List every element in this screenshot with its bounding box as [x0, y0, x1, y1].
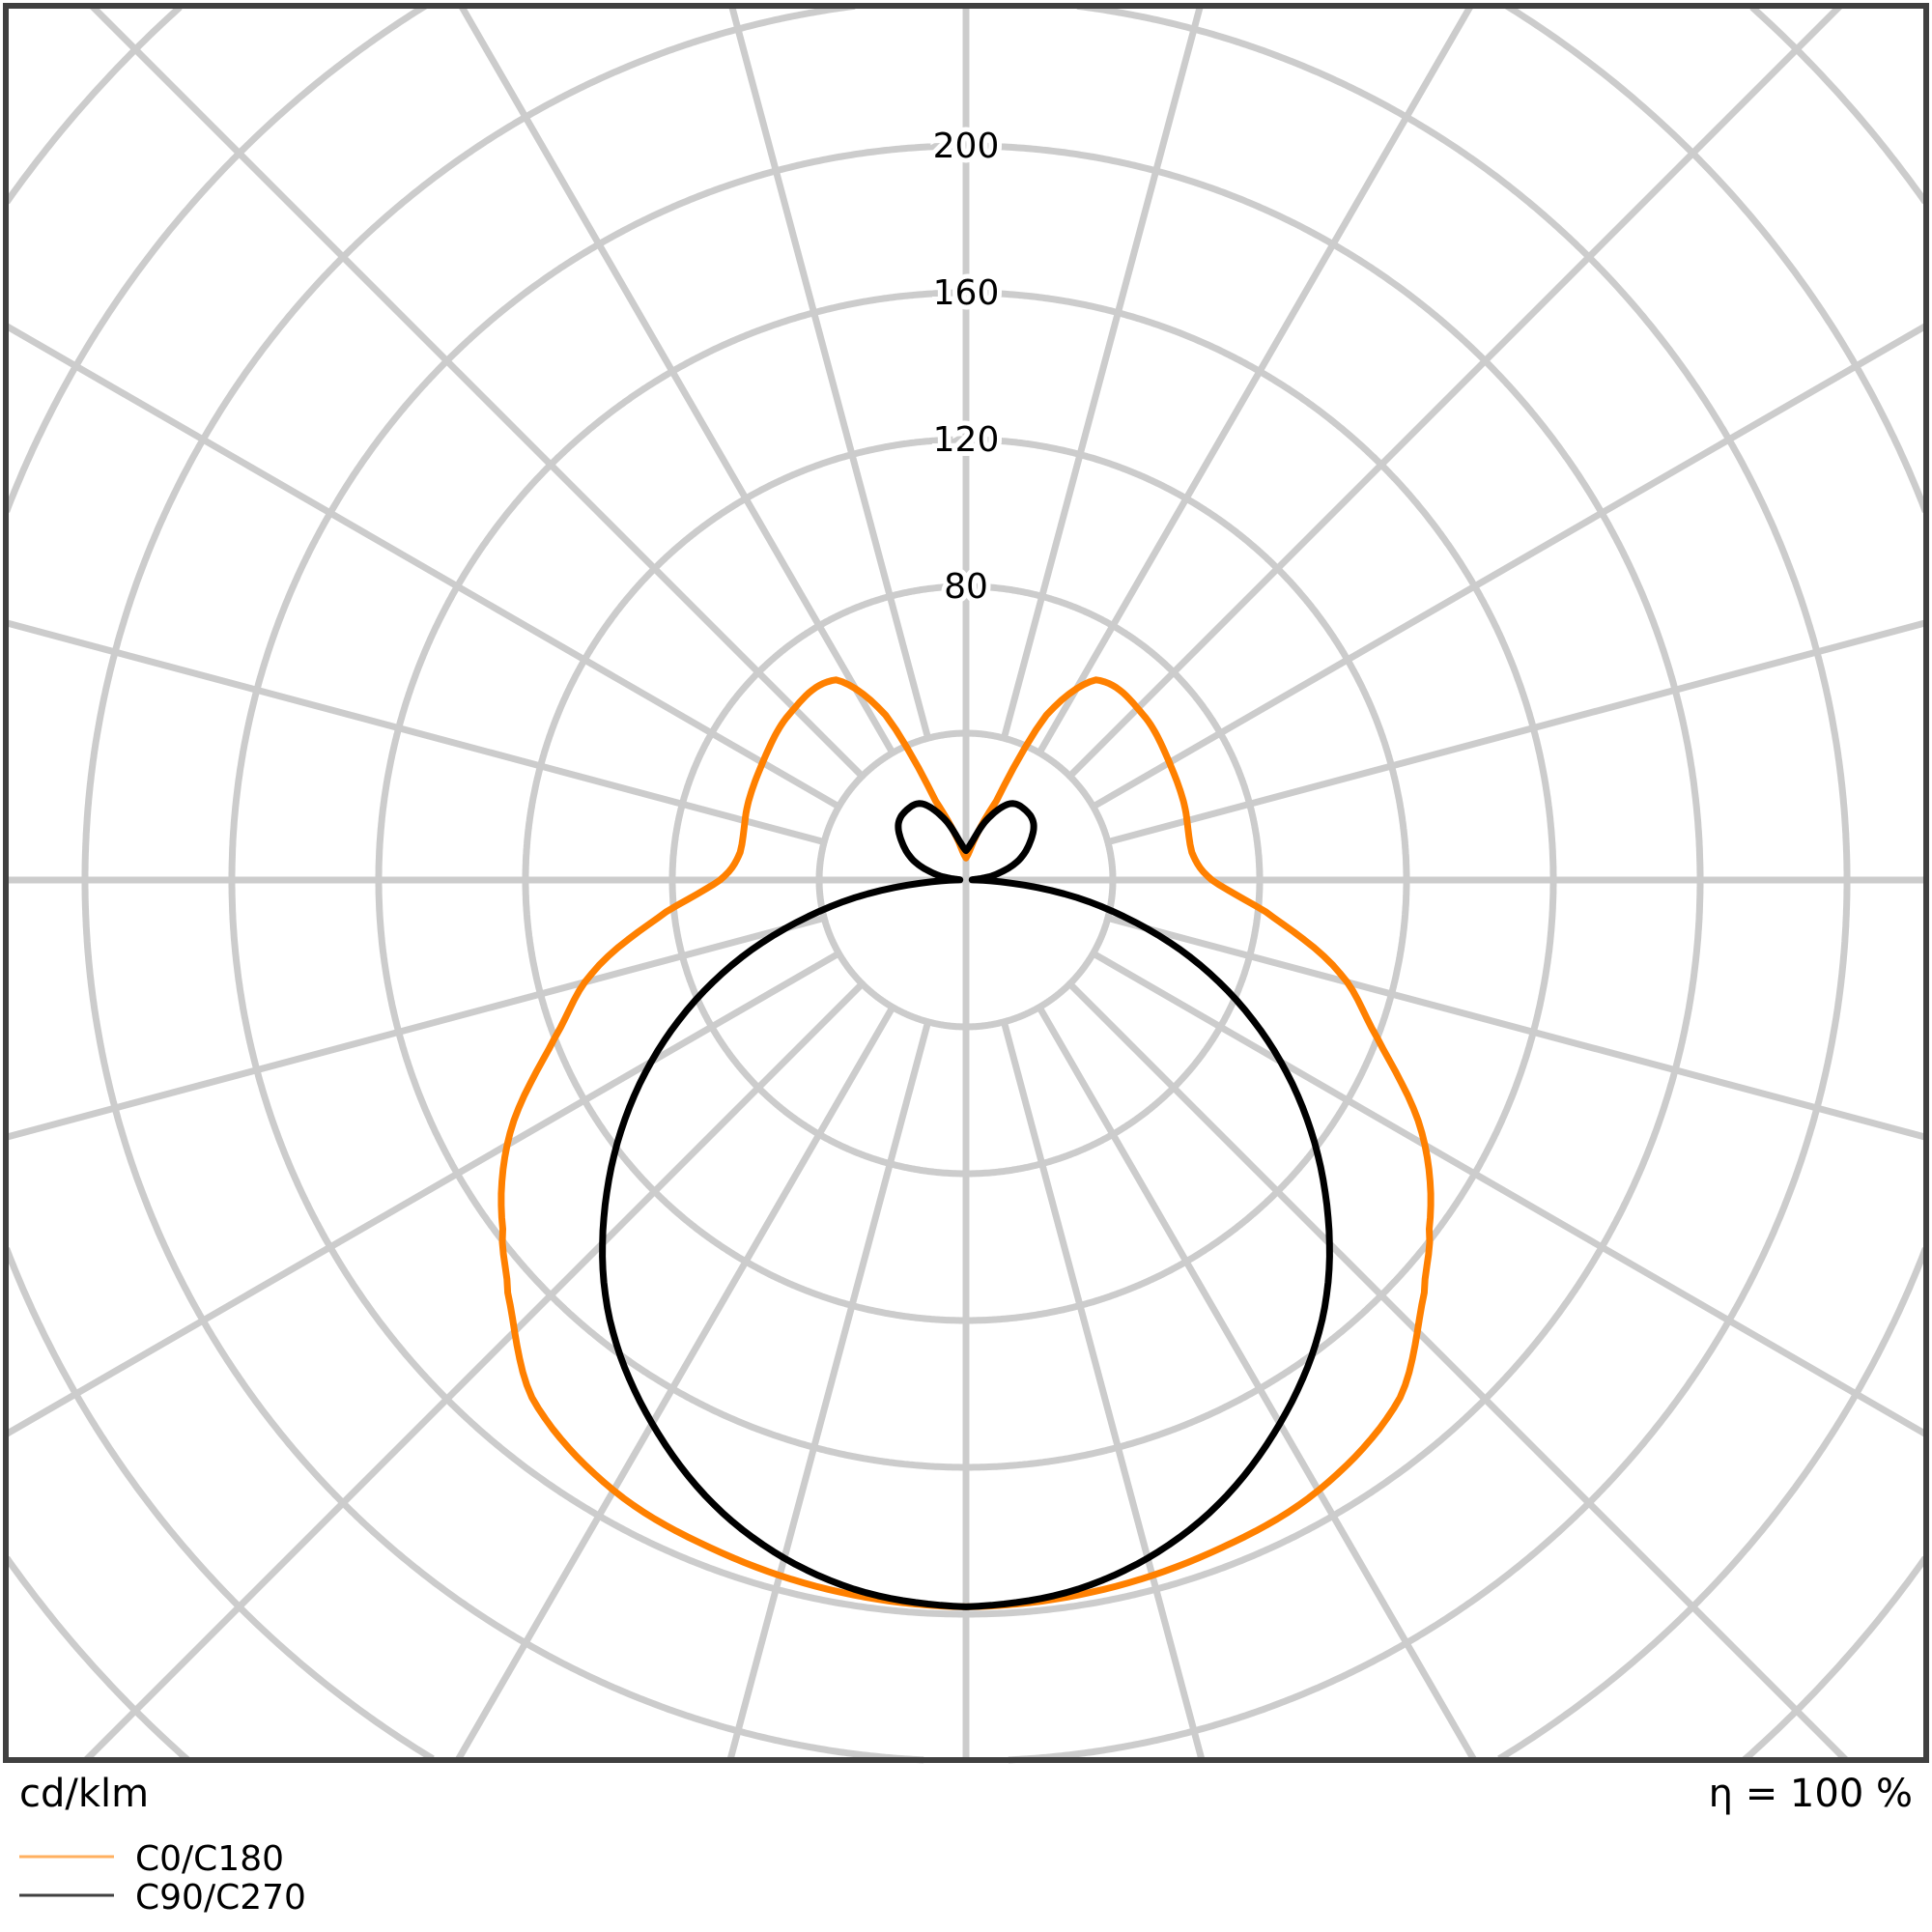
grid-spoke — [4, 323, 841, 810]
grid-spoke — [1067, 3, 1843, 779]
radial-tick-label: 80 — [944, 567, 988, 607]
grid-spoke — [1091, 323, 1928, 810]
grid-spoke — [83, 981, 865, 1763]
grid-spoke — [1091, 950, 1928, 1437]
grid-spoke — [1106, 914, 1927, 1141]
radial-tick-label: 160 — [933, 273, 1000, 313]
unit-label: cd/klm — [19, 1772, 149, 1816]
grid-spoke — [455, 1005, 896, 1762]
legend-label-c90-c270: C90/C270 — [135, 1878, 306, 1918]
grid-spoke — [1000, 1020, 1206, 1761]
legend-label-c0-c180: C0/C180 — [135, 1839, 284, 1879]
radial-tick-labels: 80 120 160 200 — [928, 122, 1005, 611]
grid-ring — [81, 2, 1851, 1764]
grid-spoke — [458, 4, 896, 755]
curve-c90-c270 — [599, 800, 1333, 1610]
radial-tick-label: 200 — [933, 127, 1000, 166]
grid-spoke — [5, 914, 826, 1141]
grid-spoke — [1000, 5, 1204, 740]
grid-spoke — [1067, 981, 1849, 1763]
grid-spoke — [728, 5, 932, 740]
grid-ring — [4, 4, 1928, 1763]
efficiency-label: η = 100 % — [1709, 1772, 1913, 1816]
legend: C0/C180 C90/C270 — [19, 1839, 306, 1918]
grid-ring — [3, 3, 1929, 1762]
grid-spoke — [1106, 619, 1927, 846]
polar-grid — [3, 2, 1929, 1764]
grid-spoke — [89, 3, 865, 779]
curves — [497, 676, 1435, 1610]
grid-spoke — [4, 950, 841, 1437]
grid-spoke — [726, 1020, 932, 1761]
grid-spoke — [1036, 1005, 1477, 1762]
radial-tick-label: 120 — [933, 420, 1000, 460]
plot-frame — [3, 3, 1929, 1763]
grid-spoke — [5, 619, 826, 846]
grid-spoke — [1036, 4, 1474, 755]
